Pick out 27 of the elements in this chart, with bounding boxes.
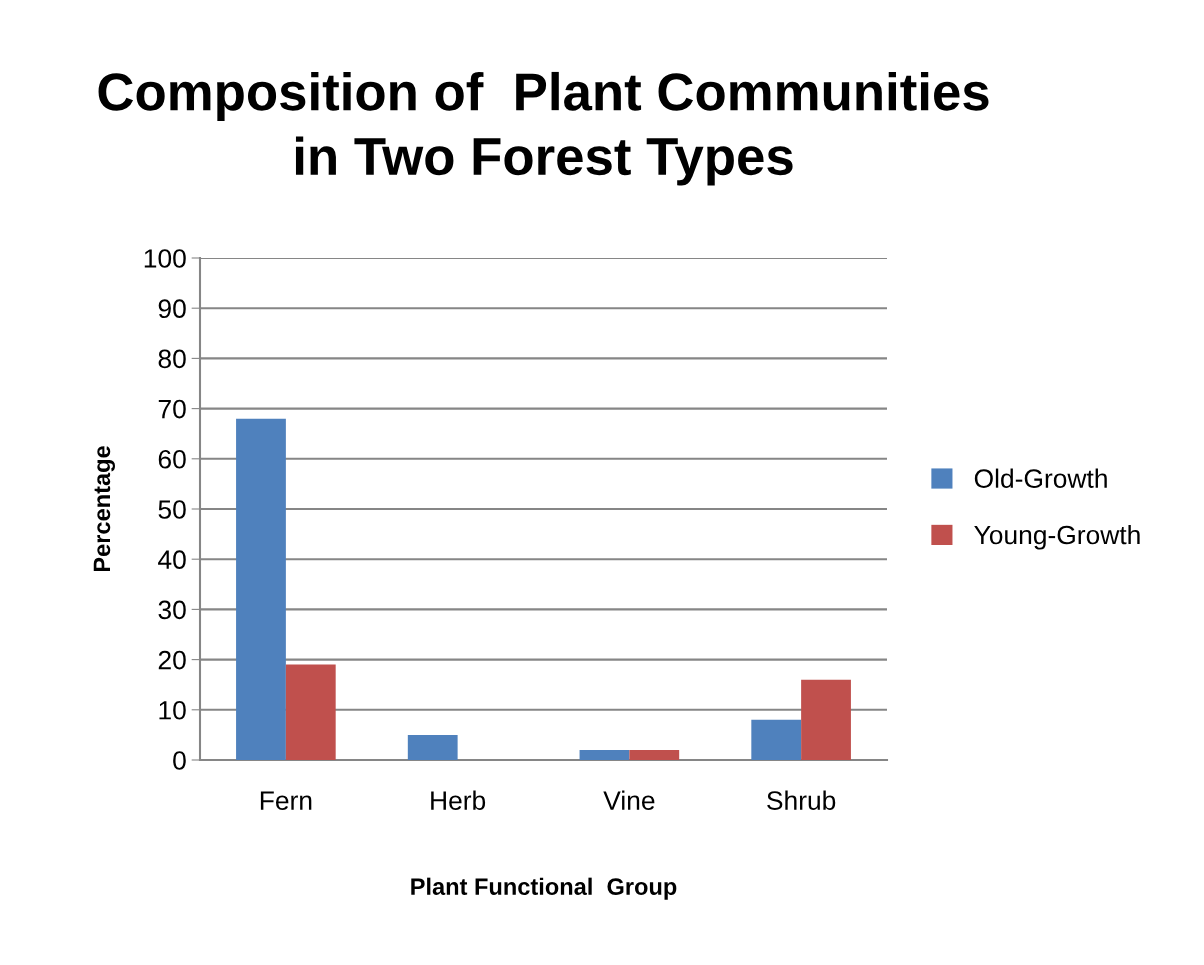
legend-label: Old-Growth [974, 468, 1107, 488]
y-tick-label: 60 [158, 449, 186, 469]
y-tick-label: 50 [158, 500, 186, 519]
bar [236, 418, 286, 760]
y-tick-label: 90 [158, 299, 186, 319]
legend-label: Young-Growth [974, 524, 1140, 550]
bar [629, 749, 680, 760]
bar [285, 664, 336, 760]
bar [801, 679, 851, 760]
chart-title: Composition of Plant Communities in Two Forest Types [98, 71, 989, 186]
y-tick-label: 20 [158, 650, 186, 670]
x-tick-label: Fern [260, 791, 312, 810]
bar [579, 749, 630, 760]
y-axis-title: Percentage [93, 446, 115, 572]
bar [751, 719, 802, 760]
y-tick-label: 40 [158, 550, 186, 570]
y-tick-label: 80 [158, 349, 186, 369]
y-tick-label: 10 [159, 700, 186, 720]
y-tick-label: 0 [173, 751, 186, 770]
x-tick-label: Vine [603, 790, 655, 810]
y-tick-label: 100 [144, 249, 186, 268]
x-axis-title: Plant Functional Group [411, 877, 677, 900]
y-tick-label: 70 [158, 399, 186, 419]
y-tick-label: 30 [158, 600, 186, 620]
bar [407, 734, 458, 760]
x-tick-label: Herb [431, 790, 486, 810]
x-tick-label: Shrub [767, 790, 836, 810]
